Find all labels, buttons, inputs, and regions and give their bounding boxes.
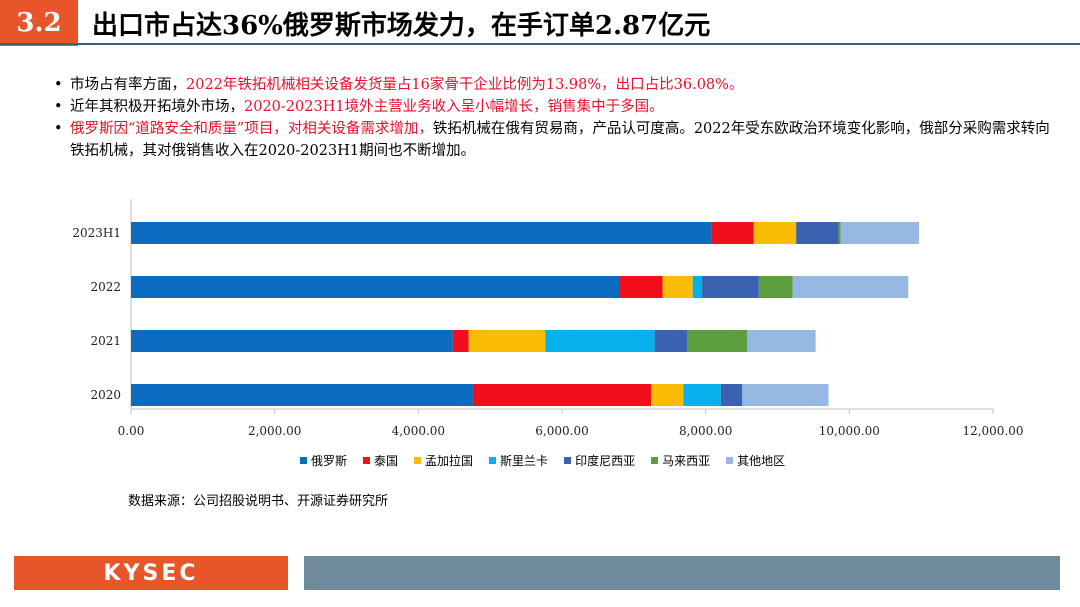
legend-item: 马来西亚 <box>651 452 710 469</box>
y-tick-label: 2023H1 <box>72 226 121 240</box>
chart-legend: 俄罗斯 泰国 孟加拉国 斯里兰卡 印度尼西亚 马来西亚 其他地区 <box>300 452 785 469</box>
legend-item: 斯里兰卡 <box>489 452 548 469</box>
legend-swatch <box>363 457 371 464</box>
bar-segment <box>662 276 693 298</box>
bar-segment <box>131 384 473 406</box>
bar-segment <box>452 330 469 352</box>
x-tick-label: 10,000.00 <box>819 424 880 438</box>
footer-brand-bar <box>14 556 288 590</box>
legend-swatch <box>564 457 572 464</box>
legend-item: 其他地区 <box>726 452 785 469</box>
legend-label: 斯里兰卡 <box>500 454 549 468</box>
bullet-dot-icon: • <box>54 77 63 93</box>
bar-segment <box>840 222 920 244</box>
footer-bar <box>304 556 1060 590</box>
legend-label: 俄罗斯 <box>311 454 348 468</box>
legend-item: 俄罗斯 <box>300 452 347 469</box>
bar-segment <box>720 384 743 406</box>
legend-item: 泰国 <box>363 452 398 469</box>
bullet-item-3: • 俄罗斯因“道路安全和质量”项目，对相关设备需求增加，铁拓机械在俄有贸易商，产… <box>50 118 1050 162</box>
bar-segment <box>131 330 453 352</box>
bar-segment <box>683 384 721 406</box>
legend-label: 马来西亚 <box>662 454 711 468</box>
legend-swatch <box>300 457 307 464</box>
bar-segment <box>792 276 909 298</box>
bullet-dot-icon: • <box>54 99 63 115</box>
bar-segment <box>654 330 687 352</box>
bar-segment <box>131 222 712 244</box>
bullet-item-1: • 市场占有率方面，2022年铁拓机械相关设备发货量占16家骨干企业比例为13.… <box>50 74 1050 96</box>
legend-swatch <box>726 457 734 464</box>
bullet-dot-icon: • <box>54 121 63 137</box>
header-divider <box>0 43 1080 45</box>
bullet-text: 市场占有率方面， <box>70 77 186 93</box>
bullet-highlight: 2020-2023H1境外主营业务收入呈小幅增长，销售集中于多国。 <box>244 99 664 115</box>
bar-segment <box>692 276 703 298</box>
bullet-text: 铁拓机械在俄有贸易商，产品认可度高。2022年受东欧政治环境变化影响，俄部分采购… <box>70 121 1050 159</box>
x-tick-label: 0.00 <box>118 424 145 438</box>
y-tick-label: 2020 <box>90 388 121 402</box>
page-title: 出口市占达36%俄罗斯市场发力，在手订单2.87亿元 <box>92 11 711 41</box>
bullet-list: • 市场占有率方面，2022年铁拓机械相关设备发货量占16家骨干企业比例为13.… <box>50 74 1050 162</box>
kysec-logo: KYSEC <box>103 560 199 586</box>
legend-swatch <box>489 457 497 464</box>
section-number: 3.2 <box>0 0 78 46</box>
x-tick-label: 4,000.00 <box>392 424 445 438</box>
x-tick-label: 12,000.00 <box>962 424 1023 438</box>
stacked-bar-chart: 2023H1 2022 2021 2020 0.00 2,000.00 4,000.00 6,… <box>72 199 1024 438</box>
legend-item: 印度尼西亚 <box>564 452 635 469</box>
legend-swatch <box>651 457 659 464</box>
bar-segment <box>472 384 652 406</box>
x-tick-label: 6,000.00 <box>535 424 588 438</box>
bar-segment <box>742 384 829 406</box>
bullet-text: 近年其积极开拓境外市场， <box>70 99 244 115</box>
legend-label: 印度尼西亚 <box>575 454 636 468</box>
bullet-highlight: 2022年铁拓机械相关设备发货量占16家骨干企业比例为13.98%，出口占比36… <box>186 77 744 93</box>
legend-label: 泰国 <box>374 454 399 468</box>
bullet-highlight: 俄罗斯因“道路安全和质量”项目，对相关设备需求增加， <box>70 121 433 137</box>
bar-segment <box>686 330 748 352</box>
legend-label: 其他地区 <box>737 454 786 468</box>
bullet-item-2: • 近年其积极开拓境外市场，2020-2023H1境外主营业务收入呈小幅增长，销… <box>50 96 1050 118</box>
bar-segment <box>468 330 546 352</box>
x-tick-label: 8,000.00 <box>679 424 732 438</box>
legend-swatch <box>414 457 422 464</box>
header: 3.2 出口市占达36%俄罗斯市场发力，在手订单2.87亿元 <box>0 0 1080 46</box>
bar-segment <box>838 222 841 244</box>
bar-segment <box>758 276 793 298</box>
bar-segment <box>747 330 816 352</box>
x-tick-label: 2,000.00 <box>248 424 301 438</box>
legend-label: 孟加拉国 <box>425 454 474 468</box>
bar-segment <box>796 222 839 244</box>
bar-segment <box>711 222 754 244</box>
bar-segment <box>753 222 797 244</box>
bar-segment <box>131 276 620 298</box>
data-source-note: 数据来源：公司招股说明书、开源证券研究所 <box>128 494 389 509</box>
bar-segment <box>619 276 663 298</box>
bar-segment <box>702 276 759 298</box>
bar-segment <box>651 384 684 406</box>
y-tick-label: 2021 <box>90 334 121 348</box>
legend-item: 孟加拉国 <box>414 452 473 469</box>
y-tick-label: 2022 <box>90 280 121 294</box>
bar-segment <box>545 330 655 352</box>
